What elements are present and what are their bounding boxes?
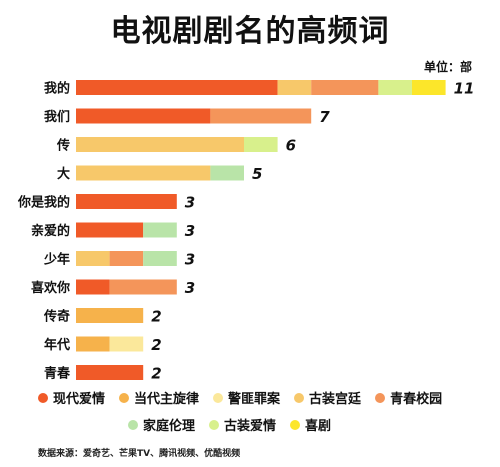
category-label: 我的 [44,81,70,97]
total-value-label: 6 [286,137,296,155]
legend-label: 古装宫廷 [309,392,362,407]
total-value-label: 3 [185,222,195,240]
bar-segment [210,165,244,181]
legend-swatch-icon [375,392,386,403]
legend-row: 现代爱情 当代主旋律 警匪罪案 古装宫廷 青春校园 [38,388,478,407]
category-label: 亲爱的 [31,223,70,239]
category-label: 我们 [44,109,70,125]
total-value-label: 3 [185,279,195,297]
legend-item: 古装爱情 [209,415,276,434]
legend-swatch-icon [38,392,48,403]
legend-label: 当代主旋律 [134,392,200,407]
legend-item: 喜剧 [290,415,331,434]
legend-row: 家庭伦理 古装爱情 喜剧 [38,415,478,434]
bar-segment [76,336,110,352]
bar-segment [210,108,312,124]
bar-segment [143,251,177,266]
category-label: 青春 [44,366,71,382]
total-value-label: 2 [151,365,161,383]
legend-label: 家庭伦理 [143,419,196,434]
legend-label: 喜剧 [305,419,332,434]
total-value-label: 3 [185,251,195,269]
category-label: 大 [57,166,70,182]
bar-segment [76,365,144,380]
legend-item: 古装宫廷 [294,388,361,407]
total-value-label: 2 [151,308,161,326]
category-label: 传奇 [43,309,70,325]
legend-swatch-icon [119,392,130,403]
legend-label: 现代爱情 [53,392,106,407]
legend-item: 现代爱情 [38,388,105,407]
bar-segment [76,251,110,266]
bar-segment [277,80,312,95]
bar-segment [76,165,211,181]
bar-segment [109,279,177,295]
legend-item: 警匪罪案 [213,388,280,407]
bar-segment [76,137,244,152]
unit-label: 单位：部 [423,60,472,74]
stacked-bar-chart: 我的 11 我们 7 传 6 大 5 你是我的 3 亲爱的 3 少年 3 喜欢你 3 传奇 2 年代 2 青春 2 [17,80,475,383]
bar-segment [76,222,144,238]
bar-segment [76,108,211,124]
legend-item: 青春校园 [375,388,442,407]
bar-segment [412,80,446,95]
legend-swatch-icon [209,419,220,430]
legend-swatch-icon [294,392,305,403]
bar-segment [143,222,177,238]
bar-segment [76,308,144,323]
total-value-label: 7 [319,108,330,126]
bar-segment [378,80,412,95]
legend-swatch-icon [290,419,301,430]
legend-item: 家庭伦理 [128,415,195,434]
bar-segment [109,336,144,352]
total-value-label: 2 [151,336,161,354]
bar-segment [244,137,278,152]
bar-segment [76,194,177,209]
category-label: 传 [56,138,70,154]
legend-label: 古装爱情 [224,419,277,434]
category-label: 少年 [43,252,70,268]
category-label: 年代 [44,337,70,353]
bar-segment [109,251,144,266]
total-value-label: 5 [252,165,262,183]
bar-segment [311,80,379,95]
bar-segment [76,279,110,295]
total-value-label: 3 [185,194,195,212]
category-label: 喜欢你 [31,280,70,296]
bar-segment [76,80,278,95]
legend-swatch-icon [213,392,224,403]
legend-swatch-icon [128,419,138,430]
category-label: 你是我的 [17,195,70,211]
legend-item: 当代主旋律 [119,388,199,407]
legend-label: 警匪罪案 [228,392,281,407]
chart-title: 电视剧剧名的高频词 [110,14,390,49]
total-value-label: 11 [454,80,475,98]
legend-label: 青春校园 [390,392,443,407]
chart-legend: 现代爱情 当代主旋律 警匪罪案 古装宫廷 青春校园家庭伦理 古装爱情 喜剧 [38,388,478,442]
source-note: 数据来源：爱奇艺、芒果TV、腾讯视频、优酷视频 [38,449,241,459]
